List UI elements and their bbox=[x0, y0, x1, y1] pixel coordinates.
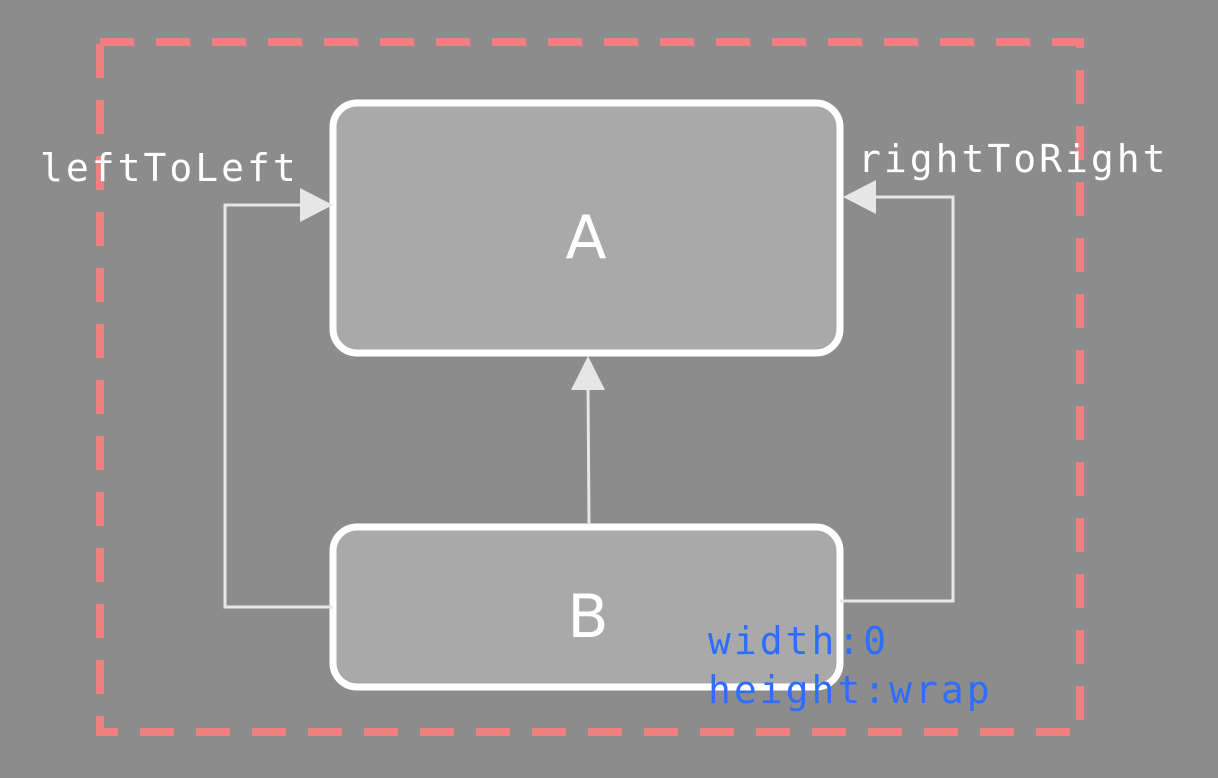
edge-right-to-right-line bbox=[840, 195, 955, 603]
label-left-to-left: leftToLeft bbox=[40, 146, 299, 190]
node-a-box bbox=[329, 99, 844, 357]
edge-b-to-a-arrowhead bbox=[571, 356, 605, 390]
edge-b-to-a bbox=[571, 356, 605, 525]
node-b[interactable]: B bbox=[329, 523, 844, 691]
annotation-width: width:0 bbox=[708, 619, 889, 663]
label-right-to-right: rightToRight bbox=[858, 137, 1169, 181]
edge-left-to-left bbox=[223, 188, 333, 609]
edge-right-to-right bbox=[840, 180, 955, 603]
edge-left-to-left-arrowhead bbox=[300, 188, 333, 222]
node-b-label: B bbox=[567, 582, 608, 652]
node-a-label: A bbox=[565, 203, 606, 273]
annotation-height: height:wrap bbox=[708, 668, 993, 712]
edge-right-to-right-arrowhead bbox=[843, 180, 876, 214]
node-a[interactable]: A bbox=[329, 99, 844, 357]
edge-left-to-left-line bbox=[223, 203, 333, 609]
parent-frame bbox=[96, 38, 1084, 736]
edge-b-to-a-line bbox=[586, 384, 591, 525]
